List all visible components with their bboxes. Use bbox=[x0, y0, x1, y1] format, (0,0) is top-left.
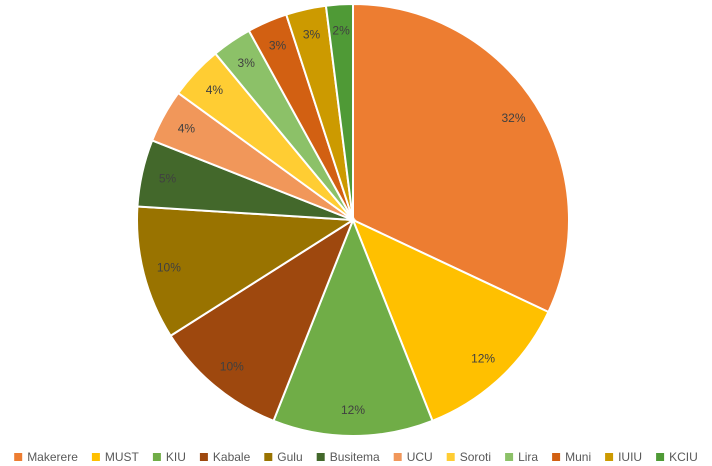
legend-swatch-soroti bbox=[446, 453, 455, 461]
legend-item-iuiu: IUIU bbox=[605, 450, 642, 464]
data-label-kabale: 10% bbox=[220, 360, 244, 374]
data-label-makerere: 32% bbox=[501, 111, 525, 125]
legend-swatch-lira bbox=[505, 453, 514, 461]
data-label-gulu: 10% bbox=[157, 260, 181, 274]
legend-label-iuiu: IUIU bbox=[618, 450, 642, 464]
legend-label-must: MUST bbox=[105, 450, 140, 464]
data-label-kiu: 12% bbox=[341, 403, 365, 417]
pie-slice-gulu bbox=[136, 205, 357, 338]
data-label-busitema: 5% bbox=[159, 172, 177, 186]
pie-slice-kciu bbox=[324, 2, 354, 221]
legend-item-lira: Lira bbox=[505, 450, 538, 464]
legend-swatch-makerere bbox=[14, 453, 23, 461]
legend-item-kciu: KCIU bbox=[656, 450, 698, 464]
pie-slice-must bbox=[351, 218, 550, 423]
legend-swatch-muni bbox=[552, 453, 561, 461]
legend-item-ucu: UCU bbox=[393, 450, 433, 464]
legend-swatch-kabale bbox=[199, 453, 208, 461]
data-label-muni: 3% bbox=[269, 39, 287, 53]
legend-label-makerere: Makerere bbox=[27, 450, 78, 464]
legend-swatch-ucu bbox=[393, 453, 402, 461]
data-label-soroti: 4% bbox=[206, 83, 224, 97]
legend-item-kiu: KIU bbox=[152, 450, 186, 464]
legend-swatch-must bbox=[91, 453, 100, 461]
legend-swatch-gulu bbox=[264, 453, 273, 461]
legend-item-muni: Muni bbox=[552, 450, 591, 464]
legend-item-gulu: Gulu bbox=[264, 450, 303, 464]
data-label-lira: 3% bbox=[238, 56, 256, 70]
legend-item-must: MUST bbox=[91, 450, 140, 464]
data-label-must: 12% bbox=[471, 352, 495, 366]
legend-label-gulu: Gulu bbox=[277, 450, 302, 464]
legend-label-muni: Muni bbox=[565, 450, 591, 464]
legend-swatch-busitema bbox=[316, 453, 325, 461]
legend-swatch-iuiu bbox=[605, 453, 614, 461]
legend-item-kabale: Kabale bbox=[199, 450, 251, 464]
data-label-kciu: 2% bbox=[332, 23, 350, 37]
pie-slice-kabale bbox=[169, 217, 356, 423]
legend-label-lira: Lira bbox=[518, 450, 538, 464]
pie-slice-makerere bbox=[352, 2, 570, 314]
legend-label-busitema: Busitema bbox=[330, 450, 380, 464]
legend-swatch-kciu bbox=[656, 453, 665, 461]
legend-item-makerere: Makerere bbox=[14, 450, 78, 464]
legend-label-kiu: KIU bbox=[166, 450, 186, 464]
legend-label-kciu: KCIU bbox=[669, 450, 698, 464]
pie-slices bbox=[136, 2, 570, 437]
data-label-iuiu: 3% bbox=[303, 28, 321, 42]
legend-label-ucu: UCU bbox=[407, 450, 433, 464]
legend-label-kabale: Kabale bbox=[213, 450, 251, 464]
legend-item-soroti: Soroti bbox=[446, 450, 491, 464]
data-label-ucu: 4% bbox=[178, 121, 196, 135]
legend-swatch-kiu bbox=[152, 453, 161, 461]
legend: Makerere MUST KIU Kabale Gulu Busitema UCU Soro… bbox=[14, 450, 698, 464]
legend-item-busitema: Busitema bbox=[316, 450, 380, 464]
legend-label-soroti: Soroti bbox=[460, 450, 491, 464]
pie-data-labels: 32% 12% 12% 10% 10% 5% 4% 4% 3% 3% 3% 2% bbox=[157, 23, 526, 417]
pie-slice-kiu bbox=[272, 217, 434, 437]
